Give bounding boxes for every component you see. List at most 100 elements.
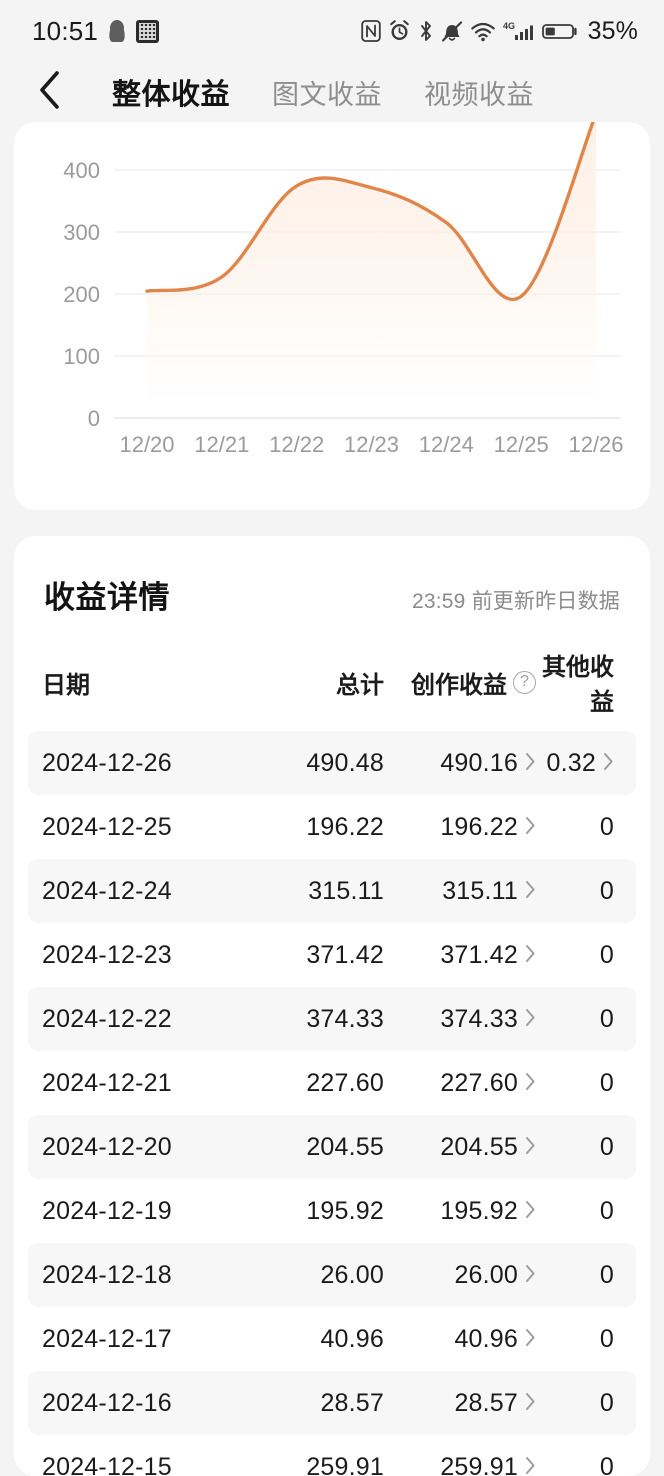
chevron-right-icon xyxy=(525,752,536,775)
cell-other-value: 0 xyxy=(600,1325,614,1354)
column-header-other: 其他收益 xyxy=(536,647,622,717)
status-bar: 10:51 xyxy=(0,0,664,62)
cell-creation-earnings[interactable]: 259.91 xyxy=(384,1453,536,1476)
cell-other-earnings: 0 xyxy=(536,1261,622,1290)
chevron-right-icon xyxy=(525,1264,536,1287)
cell-creation-value: 259.91 xyxy=(440,1453,518,1476)
cell-total: 204.55 xyxy=(254,1133,384,1162)
tab-video-earnings[interactable]: 视频收益 xyxy=(424,73,534,112)
penguin-icon xyxy=(107,19,127,43)
detail-column-headers: 日期 总计 创作收益 ? 其他收益 xyxy=(14,617,650,717)
chevron-right-icon xyxy=(525,816,536,839)
cell-other-value: 0 xyxy=(600,813,614,842)
chart-x-tick-label: 12/22 xyxy=(269,432,324,457)
svg-text:4G: 4G xyxy=(503,21,515,31)
detail-update-note: 23:59 前更新昨日数据 xyxy=(412,585,620,615)
chart-x-tick-label: 12/26 xyxy=(568,432,623,457)
tab-overall-earnings[interactable]: 整体收益 xyxy=(112,71,230,113)
cell-other-earnings: 0 xyxy=(536,813,622,842)
chevron-right-icon xyxy=(525,1136,536,1159)
chevron-right-icon xyxy=(525,1392,536,1415)
detail-title: 收益详情 xyxy=(44,572,170,617)
chart-y-tick-label: 100 xyxy=(63,344,100,369)
chart-area-fill xyxy=(147,122,596,418)
cell-other-value: 0 xyxy=(600,941,614,970)
cell-other-value: 0 xyxy=(600,1005,614,1034)
tab-bar: 整体收益 图文收益 视频收益 xyxy=(112,71,534,113)
cell-creation-earnings[interactable]: 195.92 xyxy=(384,1197,536,1226)
cell-creation-earnings[interactable]: 490.16 xyxy=(384,749,536,778)
chevron-right-icon xyxy=(525,1328,536,1351)
cell-date: 2024-12-25 xyxy=(42,813,254,842)
cell-other-earnings: 0 xyxy=(536,1197,622,1226)
cell-other-value: 0 xyxy=(600,1453,614,1476)
chart-y-tick-label: 300 xyxy=(63,220,100,245)
cell-total: 40.96 xyxy=(254,1325,384,1354)
tab-article-earnings[interactable]: 图文收益 xyxy=(272,73,382,112)
cell-total: 227.60 xyxy=(254,1069,384,1098)
cell-creation-value: 227.60 xyxy=(440,1069,518,1098)
app-badge-icon xyxy=(136,20,159,43)
cell-creation-earnings[interactable]: 204.55 xyxy=(384,1133,536,1162)
question-circle-icon[interactable]: ? xyxy=(513,671,536,694)
cell-creation-value: 204.55 xyxy=(440,1133,518,1162)
chart-y-tick-label: 200 xyxy=(63,282,100,307)
cell-other-value: 0 xyxy=(600,1069,614,1098)
cell-creation-earnings[interactable]: 374.33 xyxy=(384,1005,536,1034)
cell-date: 2024-12-16 xyxy=(42,1389,254,1418)
cell-total: 26.00 xyxy=(254,1261,384,1290)
cell-creation-value: 490.16 xyxy=(440,749,518,778)
chevron-right-icon xyxy=(525,880,536,903)
cell-creation-earnings[interactable]: 371.42 xyxy=(384,941,536,970)
cell-other-earnings: 0 xyxy=(536,877,622,906)
cell-date: 2024-12-23 xyxy=(42,941,254,970)
back-button[interactable] xyxy=(26,68,74,116)
earnings-detail-card: 收益详情 23:59 前更新昨日数据 日期 总计 创作收益 ? 其他收益 202… xyxy=(14,536,650,1476)
cell-creation-value: 374.33 xyxy=(440,1005,518,1034)
cell-creation-earnings[interactable]: 196.22 xyxy=(384,813,536,842)
battery-percent: 35% xyxy=(588,17,638,46)
cell-creation-value: 28.57 xyxy=(454,1389,518,1418)
cell-other-earnings: 0 xyxy=(536,941,622,970)
chart-x-tick-label: 12/20 xyxy=(119,432,174,457)
chart-y-tick-label: 0 xyxy=(88,406,100,431)
chart-y-tick-label: 400 xyxy=(63,158,100,183)
cell-creation-earnings[interactable]: 28.57 xyxy=(384,1389,536,1418)
cell-other-earnings: 0 xyxy=(536,1325,622,1354)
nav-bar: 整体收益 图文收益 视频收益 xyxy=(0,62,664,122)
cell-date: 2024-12-26 xyxy=(42,749,254,778)
cell-creation-earnings[interactable]: 40.96 xyxy=(384,1325,536,1354)
cell-other-earnings[interactable]: 0.32 xyxy=(536,749,622,778)
cell-creation-earnings[interactable]: 227.60 xyxy=(384,1069,536,1098)
cell-other-earnings: 0 xyxy=(536,1069,622,1098)
signal-4g-icon: 4G xyxy=(503,19,535,43)
cell-other-earnings: 0 xyxy=(536,1453,622,1476)
cell-creation-earnings[interactable]: 26.00 xyxy=(384,1261,536,1290)
cell-creation-value: 26.00 xyxy=(454,1261,518,1290)
cell-date: 2024-12-22 xyxy=(42,1005,254,1034)
cell-creation-earnings[interactable]: 315.11 xyxy=(384,877,536,906)
chevron-right-icon xyxy=(525,1008,536,1031)
cell-total: 490.48 xyxy=(254,749,384,778)
chart-x-tick-label: 12/23 xyxy=(344,432,399,457)
alarm-icon xyxy=(388,19,411,43)
chevron-right-icon xyxy=(525,944,536,967)
bluetooth-icon xyxy=(418,19,434,43)
cell-creation-value: 195.92 xyxy=(440,1197,518,1226)
cell-date: 2024-12-19 xyxy=(42,1197,254,1226)
column-header-creation-label: 创作收益 xyxy=(411,665,507,700)
